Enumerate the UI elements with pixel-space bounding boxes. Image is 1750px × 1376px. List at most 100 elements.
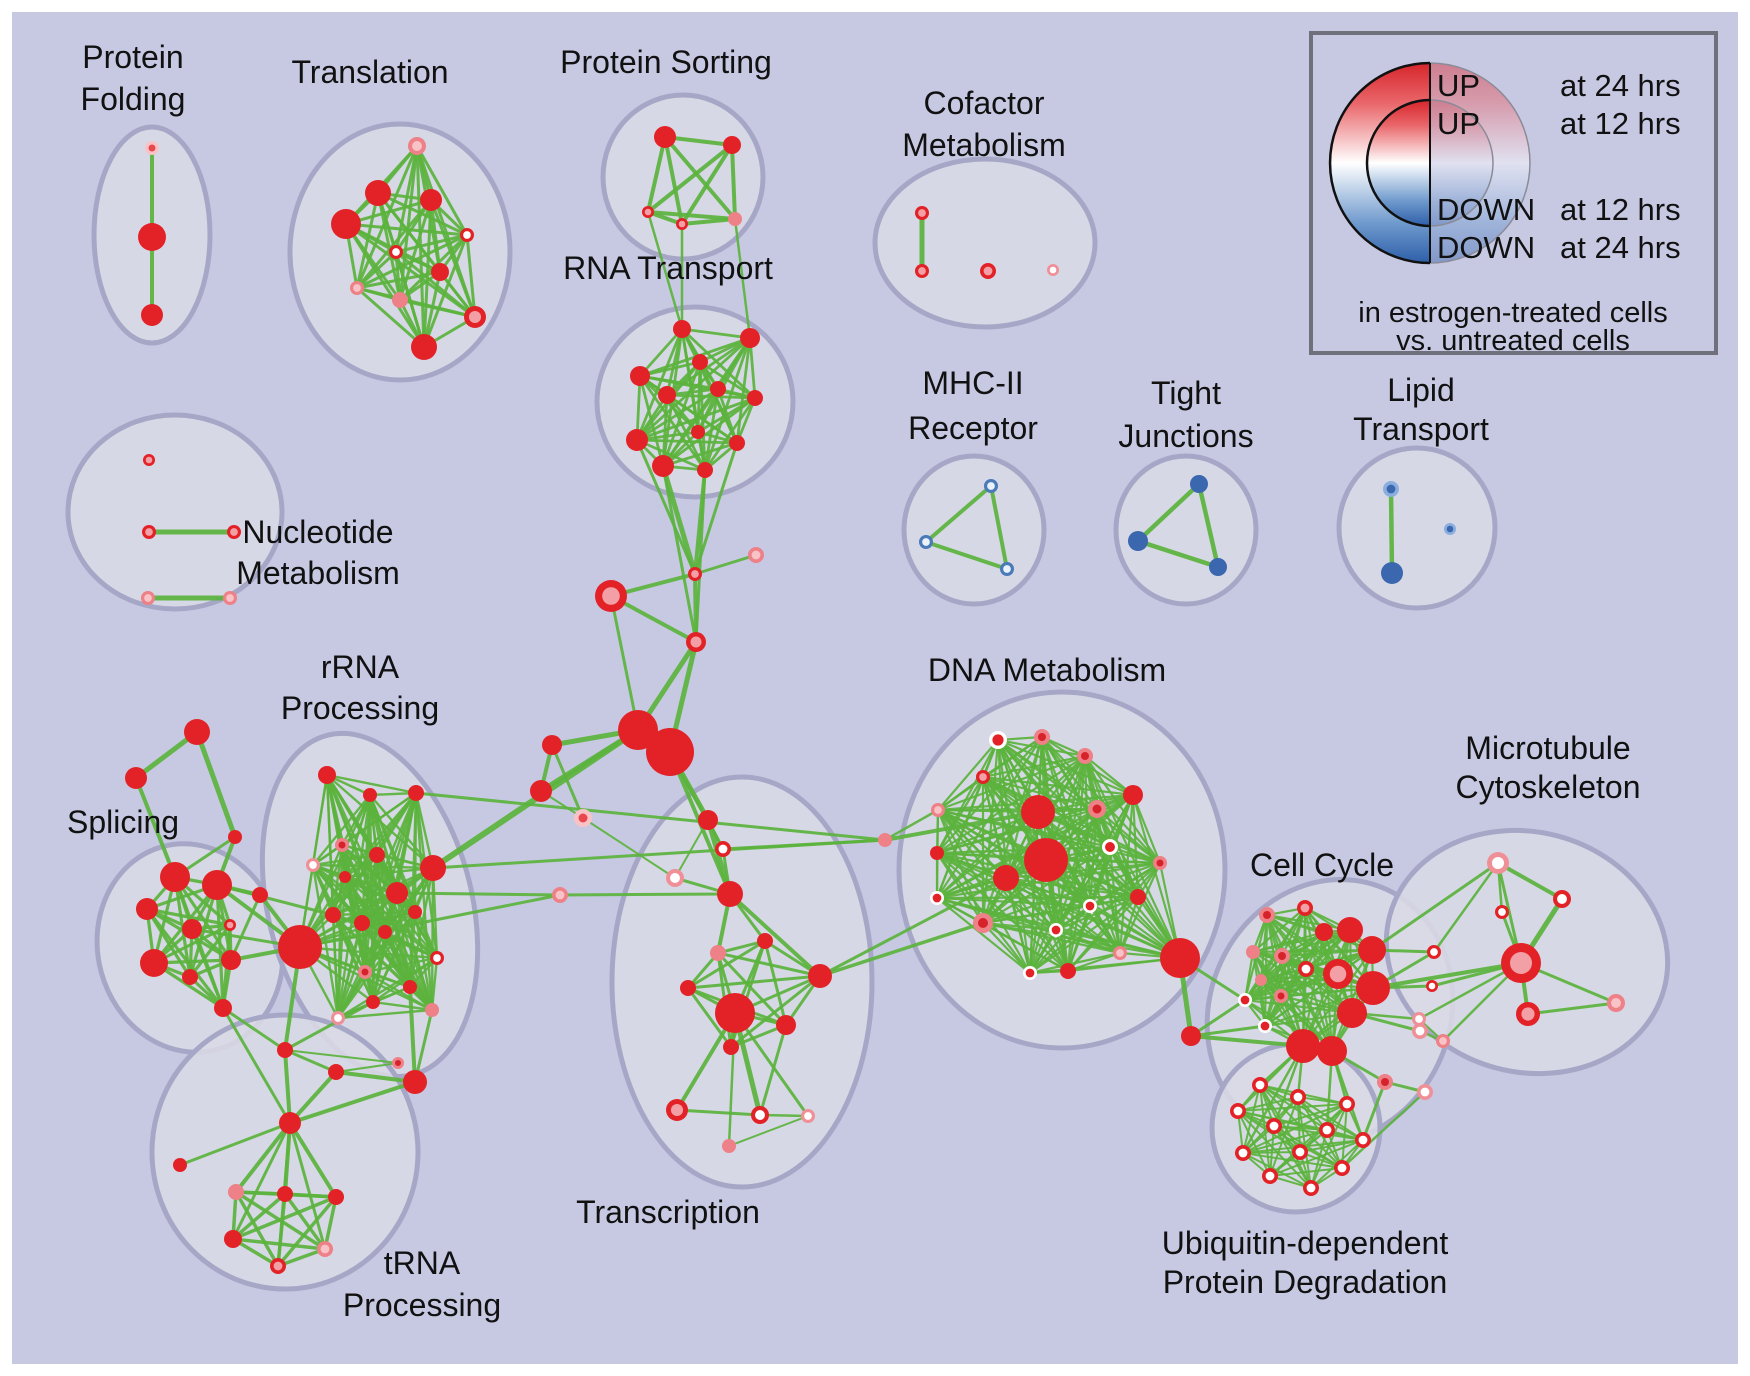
node-inner-rw: [392, 248, 400, 256]
network-node: [140, 949, 168, 977]
node-outer-r: [138, 223, 166, 251]
network-node: [642, 206, 654, 218]
node-inner-rp: [273, 1261, 283, 1271]
node-outer-r: [673, 320, 691, 338]
network-edge: [981, 861, 1162, 925]
node-inner-rw: [1498, 908, 1506, 916]
network-node: [403, 1070, 427, 1094]
node-inner-pw: [1415, 1026, 1425, 1036]
cluster-ellipse-trna-processing: [149, 1012, 421, 1292]
network-edge: [733, 217, 752, 340]
node-outer-r: [715, 993, 755, 1033]
network-node: [1153, 856, 1167, 870]
network-edge: [1028, 956, 1182, 975]
node-inner-pd: [1263, 911, 1271, 919]
node-outer-r: [1337, 998, 1367, 1028]
network-edge: [355, 144, 419, 290]
network-edge: [355, 198, 433, 290]
network-edge: [883, 810, 1040, 842]
node-inner-pp: [226, 594, 234, 602]
node-inner-rw: [1557, 894, 1567, 904]
cluster-label-rna-transport: RNA Transport: [563, 250, 773, 286]
network-edge: [395, 891, 562, 897]
network-edge: [276, 1195, 338, 1268]
network-node: [403, 980, 417, 994]
node-inner-rp: [602, 587, 620, 605]
node-inner-pd: [1092, 804, 1102, 814]
node-outer-r: [1130, 889, 1146, 905]
node-outer-r: [182, 969, 198, 985]
node-inner-pd: [1381, 1078, 1389, 1086]
network-node: [915, 264, 929, 278]
network-edge: [1259, 978, 1375, 990]
cluster-label-mhc-ii-receptor: MHC-II: [922, 365, 1023, 401]
node-outer-r: [729, 435, 745, 451]
node-inner-rp: [690, 636, 702, 648]
network-edge: [1496, 861, 1564, 901]
network-node: [142, 525, 156, 539]
network-node: [673, 320, 691, 338]
network-node: [1088, 800, 1106, 818]
network-edge: [283, 1000, 375, 1052]
network-edge: [935, 735, 1044, 855]
network-edge: [344, 222, 477, 319]
cluster-label-lipid-transport: Transport: [1353, 411, 1489, 447]
network-edge: [981, 921, 1070, 973]
cluster-label-microtubule-cytoskeleton: Cytoskeleton: [1456, 769, 1641, 805]
cluster-label-microtubule-cytoskeleton: Microtubule: [1465, 730, 1630, 766]
node-inner-pp: [412, 141, 422, 151]
node-inner-wr: [1105, 842, 1115, 852]
node-inner-pp: [751, 550, 761, 560]
network-edge: [1370, 861, 1500, 952]
network-edge: [1243, 998, 1354, 1015]
network-edge: [661, 441, 739, 468]
node-inner-rw: [1430, 948, 1438, 956]
network-edge: [674, 819, 709, 879]
network-edge: [703, 396, 757, 472]
network-edge: [355, 270, 442, 290]
network-node: [141, 591, 155, 605]
network-edge: [1526, 1001, 1618, 1016]
network-node: [328, 1189, 344, 1205]
node-outer-p: [722, 1139, 736, 1153]
node-inner-rw: [1358, 1135, 1368, 1145]
node-outer-r: [408, 785, 424, 801]
network-node: [691, 425, 705, 439]
network-edge: [288, 1080, 417, 1125]
node-outer-r: [630, 366, 650, 386]
legend-left-arc: [1365, 98, 1431, 228]
network-node: [808, 964, 832, 988]
network-edge: [935, 845, 1112, 855]
network-node: [202, 870, 232, 900]
network-edge: [1280, 948, 1374, 958]
node-outer-p: [425, 1003, 439, 1017]
network-node: [993, 865, 1019, 891]
network-edge: [145, 907, 225, 1010]
network-edge: [635, 438, 707, 472]
legend-caption: vs. untreated cells: [1396, 325, 1630, 357]
network-edge: [721, 838, 887, 851]
node-outer-r: [328, 1064, 344, 1080]
network-node: [1315, 923, 1333, 941]
network-node: [1262, 1168, 1278, 1184]
node-outer-r: [173, 1158, 187, 1172]
node-inner-rw: [1255, 1080, 1265, 1090]
node-inner-pp: [934, 806, 942, 814]
network-node: [160, 862, 190, 892]
network-node: [723, 136, 741, 154]
network-edge: [284, 1049, 399, 1064]
network-node: [277, 1042, 293, 1058]
node-inner-rp: [979, 773, 987, 781]
network-edge: [582, 817, 676, 879]
network-node: [1383, 481, 1399, 497]
network-edge: [883, 808, 940, 842]
network-edge: [646, 135, 667, 214]
network-edge: [635, 336, 752, 442]
node-outer-r: [184, 719, 210, 745]
node-inner-rw: [1293, 1092, 1303, 1102]
network-node: [1024, 838, 1068, 882]
network-node: [1259, 907, 1275, 923]
network-node: [1317, 1036, 1347, 1066]
node-outer-r: [1024, 838, 1068, 882]
cluster-ellipse-lipid-transport: [1336, 445, 1498, 611]
